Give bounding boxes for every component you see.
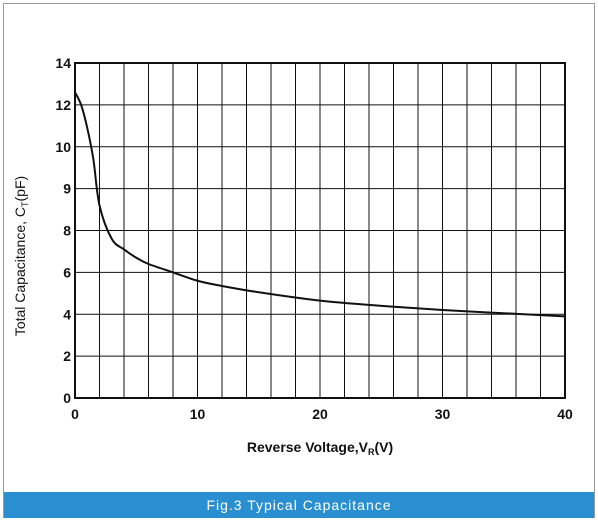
y-axis-title: Total Capacitance, CT(pF) <box>12 176 30 336</box>
y-tick-label: 4 <box>63 306 71 322</box>
figure-caption: Fig.3 Typical Capacitance <box>206 497 392 513</box>
y-tick-labels: 0 2 4 6 8 9 10 12 14 <box>55 55 71 406</box>
figure-frame <box>3 3 595 518</box>
x-axis-title: Reverse Voltage,VR(V) <box>247 439 393 457</box>
x-tick-label: 10 <box>190 406 206 422</box>
grid-lines <box>75 63 565 398</box>
y-tick-label: 0 <box>63 390 71 406</box>
x-tick-labels: 0 10 20 30 40 <box>71 406 573 422</box>
x-tick-label: 20 <box>312 406 328 422</box>
y-tick-label: 2 <box>63 348 71 364</box>
x-tick-label: 30 <box>435 406 451 422</box>
y-tick-label: 10 <box>55 139 71 155</box>
x-tick-label: 0 <box>71 406 79 422</box>
y-tick-label: 14 <box>55 55 71 71</box>
y-tick-label: 9 <box>63 181 71 197</box>
x-tick-label: 40 <box>557 406 573 422</box>
y-tick-label: 12 <box>55 97 71 113</box>
plot-area-border <box>74 62 566 399</box>
capacitance-curve <box>74 91 566 318</box>
figure-caption-bar: Fig.3 Typical Capacitance <box>4 492 594 518</box>
y-tick-label: 8 <box>63 223 71 239</box>
y-tick-label: 6 <box>63 264 71 280</box>
